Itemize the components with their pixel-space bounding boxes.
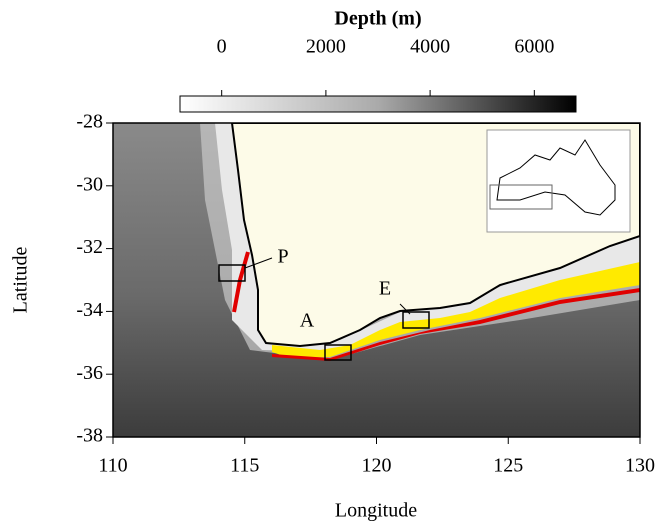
y-tick-label: -34 [76, 299, 103, 321]
y-tick-label: -28 [76, 111, 103, 133]
x-tick-label: 120 [362, 455, 392, 477]
x-tick-label: 115 [230, 455, 259, 477]
map-figure: Depth (m) P A E Longitude Latitude 0 2000… [0, 0, 664, 525]
y-tick-label: -36 [76, 362, 103, 384]
x-tick-label: 110 [98, 455, 127, 477]
inset-map [487, 130, 630, 232]
annotation: E [379, 278, 391, 300]
colorbar-tick-label: 4000 [410, 36, 450, 58]
colorbar-tick-label: 2000 [306, 36, 346, 58]
x-tick-label: 130 [625, 455, 655, 477]
annotation: P [277, 246, 288, 268]
map-area [113, 123, 640, 437]
annotation: A [300, 310, 315, 332]
colorbar-tick-label: 0 [217, 36, 227, 58]
colorbar [180, 96, 576, 112]
y-axis-label: Latitude [10, 247, 32, 314]
x-tick-label: 125 [493, 455, 523, 477]
colorbar-tick-label: 6000 [514, 36, 554, 58]
y-tick-label: -32 [76, 236, 103, 258]
x-axis-label: Longitude [335, 500, 417, 522]
y-tick-label: -30 [76, 173, 103, 195]
y-tick-label: -38 [76, 425, 103, 447]
colorbar-title: Depth (m) [334, 8, 421, 30]
